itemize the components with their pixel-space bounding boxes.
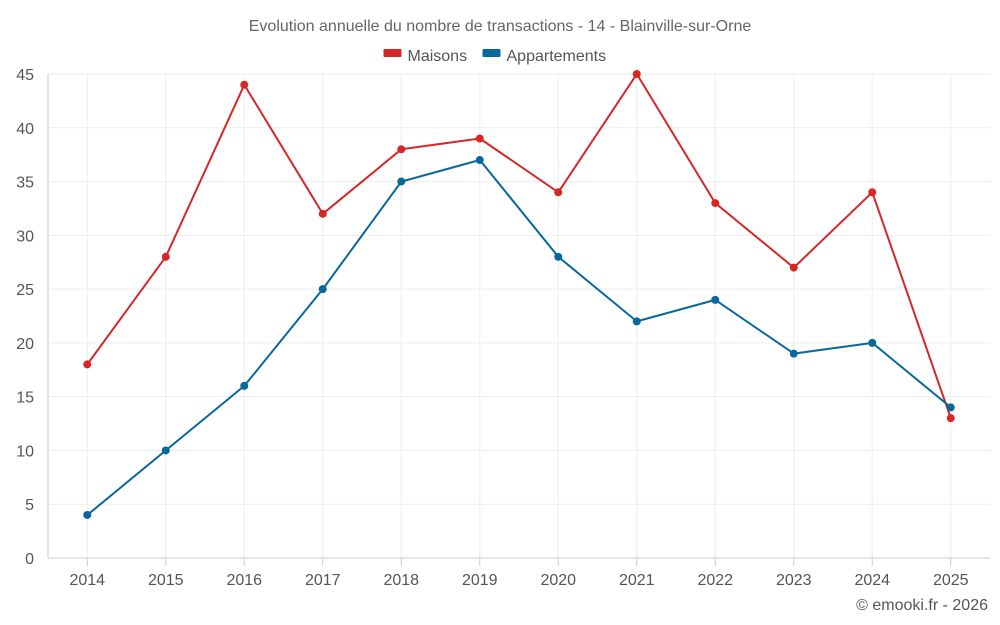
y-tick-label: 5: [25, 497, 34, 514]
y-tick-label: 25: [16, 282, 34, 299]
data-point: [711, 295, 720, 304]
data-point: [161, 446, 170, 455]
data-point: [397, 145, 406, 154]
series-appartements: [83, 156, 955, 519]
legend-item-appartements: Appartements: [482, 48, 607, 65]
legend-label: Maisons: [408, 48, 468, 65]
data-point: [240, 381, 249, 390]
data-point: [632, 317, 641, 326]
y-tick-label: 20: [16, 336, 34, 353]
data-point: [161, 252, 170, 261]
data-point: [711, 199, 720, 208]
legend-label: Appartements: [507, 48, 607, 65]
data-point: [397, 177, 406, 186]
y-tick-label: 40: [16, 121, 34, 138]
chart-title: Evolution annuelle du nombre de transact…: [249, 18, 752, 35]
y-tick-label: 45: [16, 67, 34, 84]
data-point: [789, 263, 798, 272]
legend-item-maisons: Maisons: [383, 48, 468, 65]
data-point: [868, 188, 877, 197]
data-point: [789, 349, 798, 358]
legend: Maisons Appartements: [383, 48, 607, 65]
x-tick-label: 2019: [462, 572, 498, 589]
data-point: [554, 252, 563, 261]
data-point: [475, 156, 484, 165]
data-point: [475, 134, 484, 143]
y-tick-label: 10: [16, 443, 34, 460]
x-tick-label: 2020: [540, 572, 576, 589]
y-tick-label: 15: [16, 390, 34, 407]
x-tick-label: 2021: [619, 572, 655, 589]
series-maisons: [83, 70, 955, 423]
x-tick-label: 2017: [305, 572, 341, 589]
grid: [48, 73, 990, 558]
y-tick-label: 30: [16, 228, 34, 245]
legend-swatch: [482, 49, 501, 57]
data-point: [240, 80, 249, 89]
series-line-appartements: [86, 159, 952, 516]
x-tick-label: 2022: [697, 572, 733, 589]
series-line-maisons: [86, 73, 952, 419]
data-point: [946, 403, 955, 412]
x-tick-label: 2025: [933, 572, 969, 589]
series-layer: [83, 70, 955, 519]
data-point: [318, 209, 327, 218]
x-tick-label: 2018: [383, 572, 419, 589]
x-tick-label: 2014: [69, 572, 105, 589]
x-tick-label: 2015: [148, 572, 184, 589]
data-point: [554, 188, 563, 197]
data-point: [632, 70, 641, 78]
data-point: [318, 285, 327, 294]
data-point: [83, 510, 92, 519]
x-tick-label: 2016: [226, 572, 262, 589]
y-tick-label: 35: [16, 175, 34, 192]
data-point: [83, 360, 92, 369]
x-tick-label: 2024: [854, 572, 890, 589]
data-point: [868, 338, 877, 347]
x-tick-label: 2023: [776, 572, 812, 589]
legend-swatch: [383, 49, 402, 57]
data-point: [946, 414, 955, 423]
chart-credit: © emooki.fr - 2026: [856, 597, 988, 614]
y-tick-label: 0: [25, 551, 34, 568]
